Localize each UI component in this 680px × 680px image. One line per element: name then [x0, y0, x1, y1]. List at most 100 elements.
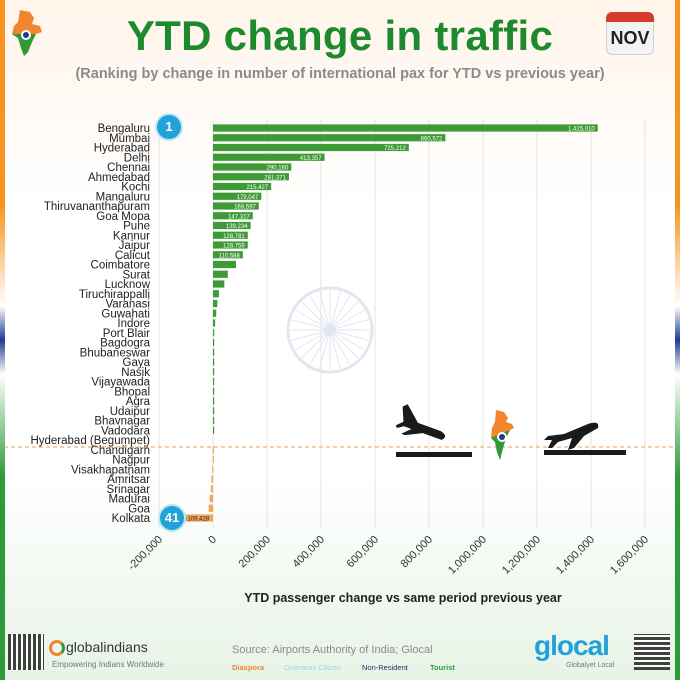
- data-label: 281,371: [264, 175, 286, 181]
- category-label: Kolkata: [112, 513, 151, 525]
- data-label: 1,425,010: [568, 127, 595, 133]
- category-label: Calicut: [115, 250, 151, 262]
- category-label: Vadodara: [101, 425, 151, 437]
- x-tick-label: 1,400,000: [554, 534, 597, 577]
- x-tick-label: 1,200,000: [500, 534, 543, 577]
- left-tricolor-edge: [0, 0, 5, 680]
- category-label: Bagdogra: [100, 338, 150, 350]
- qr-code-left: [8, 634, 44, 670]
- x-tick-label: 1,000,000: [446, 534, 489, 577]
- category-label: Port Blair: [103, 328, 150, 340]
- category-label: Vijayawada: [91, 377, 150, 389]
- legend-overseas-citizen: Overseas Citizen: [284, 663, 342, 672]
- bar: [213, 397, 215, 405]
- category-label: Gaya: [123, 357, 151, 369]
- category-label: Pune: [123, 221, 150, 233]
- category-label: Thiruvananthapuram: [44, 201, 150, 213]
- bar: [213, 153, 325, 161]
- bar: [213, 358, 215, 366]
- chakra-watermark: [286, 286, 374, 374]
- bar: [212, 465, 214, 473]
- category-label: Varanasi: [105, 299, 150, 311]
- category-label: Agra: [126, 396, 151, 408]
- bar: [213, 270, 228, 278]
- x-tick-label: 0: [206, 534, 219, 547]
- bar: [209, 494, 213, 503]
- bar: [213, 202, 259, 210]
- category-label: Amritsar: [107, 474, 150, 486]
- category-label: Nasik: [121, 367, 150, 379]
- category-label: Udaipur: [110, 406, 150, 418]
- category-label: Bhopal: [114, 386, 150, 398]
- data-label: 215,427: [246, 185, 268, 191]
- bar: [213, 309, 217, 317]
- brand-right: glocal: [534, 630, 610, 661]
- rank-badge-top: 1: [157, 115, 181, 139]
- bar: [213, 348, 215, 356]
- bar: [213, 251, 243, 259]
- x-axis-label: YTD passenger change vs same period prev…: [244, 591, 562, 605]
- bar: [213, 377, 215, 386]
- bar: [213, 260, 236, 269]
- bar: [213, 212, 253, 220]
- month-label: NOV: [606, 22, 654, 55]
- category-label: Mumbai: [109, 133, 150, 145]
- data-label: 110,588: [219, 253, 241, 259]
- source-text: Source: Airports Authority of India; Glo…: [232, 644, 433, 656]
- qr-code-right: [634, 634, 670, 670]
- bar: [213, 319, 216, 327]
- bar: [213, 368, 215, 376]
- bar: [213, 143, 409, 152]
- departure-plane-icon: [395, 404, 472, 457]
- calendar-icon: NOV: [606, 12, 654, 56]
- category-label: Coimbatore: [91, 260, 150, 272]
- brand-right-tagline: Globalyet Local: [566, 662, 615, 669]
- legend-non-resident: Non-Resident: [362, 663, 408, 672]
- x-tick-label: 400,000: [291, 534, 328, 571]
- bar: [213, 299, 218, 308]
- brand-left: globalindians: [66, 639, 148, 655]
- data-label: 860,572: [421, 136, 443, 142]
- bar: [212, 455, 214, 464]
- category-label: Indore: [117, 318, 150, 330]
- x-tick-label: 1,600,000: [608, 534, 651, 577]
- data-label: 139,234: [226, 224, 248, 230]
- category-label: Kannur: [113, 230, 150, 242]
- category-label: Bhubaneswar: [80, 347, 150, 359]
- bar: [210, 485, 213, 493]
- bar: [213, 241, 248, 249]
- category-label: Bhavnagar: [94, 416, 150, 428]
- bar: [213, 338, 215, 347]
- category-label: Goa: [128, 503, 150, 515]
- category-label: Delhi: [124, 152, 150, 164]
- x-tick-label: 600,000: [345, 534, 382, 571]
- bar: [213, 163, 292, 171]
- bar: [213, 173, 289, 181]
- category-label: Kochi: [121, 182, 150, 194]
- bar: [213, 290, 219, 298]
- data-label: 179,047: [237, 195, 259, 201]
- category-label: Madurai: [108, 494, 150, 506]
- arrival-plane-icon: [544, 422, 626, 455]
- category-label: Hyderabad: [94, 143, 150, 155]
- category-label: Mangaluru: [96, 191, 150, 203]
- category-label: Nagpur: [112, 455, 150, 467]
- india-map-icon: [12, 10, 42, 56]
- category-label: Hyderabad (Begumpet): [30, 435, 150, 447]
- category-label: Chennai: [107, 162, 150, 174]
- legend-diaspora: Diaspora: [232, 663, 265, 672]
- bar: [212, 446, 215, 454]
- brand-left-tagline: Empowering Indians Worldwide: [52, 660, 164, 669]
- bar: [213, 329, 215, 337]
- data-label: 725,212: [384, 146, 406, 152]
- bar: [213, 280, 225, 288]
- legend-tourist: Tourist: [430, 663, 455, 672]
- globalindians-logo-icon: [49, 640, 65, 656]
- data-label: -109,428: [185, 517, 209, 523]
- bar: [213, 426, 215, 434]
- data-label: 413,357: [300, 156, 322, 162]
- page-title: YTD change in traffic: [126, 12, 554, 59]
- category-label: Chandigarh: [91, 445, 150, 457]
- category-label: Tiruchirappalli: [79, 289, 150, 301]
